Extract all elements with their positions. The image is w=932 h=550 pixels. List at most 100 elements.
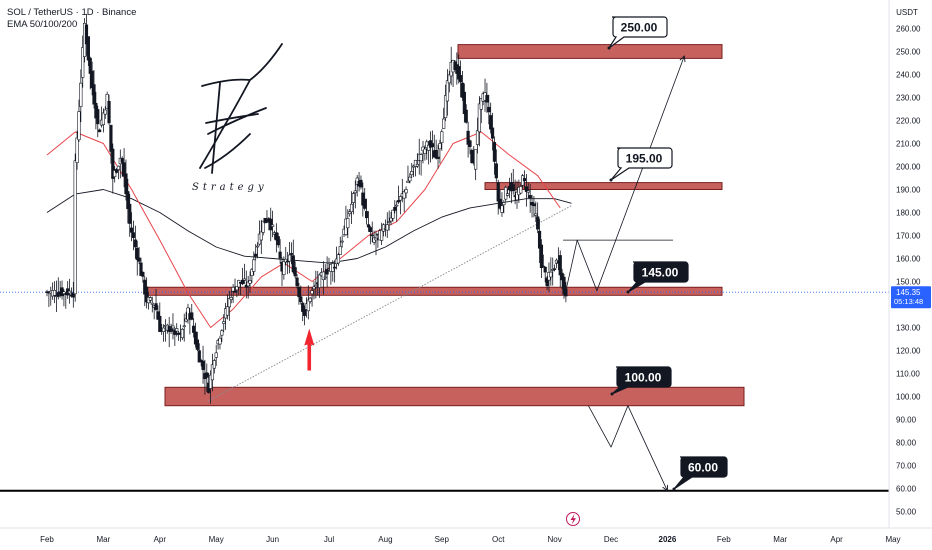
candle[interactable] <box>477 96 482 147</box>
candle[interactable] <box>269 207 273 242</box>
candle[interactable] <box>391 209 395 222</box>
candle[interactable] <box>218 335 222 350</box>
candle[interactable] <box>141 271 145 283</box>
candle[interactable] <box>500 192 504 217</box>
candle[interactable] <box>150 296 154 313</box>
candle[interactable] <box>440 129 444 151</box>
candle[interactable] <box>519 183 523 194</box>
candle[interactable] <box>423 145 427 161</box>
candle[interactable] <box>364 198 369 225</box>
candle[interactable] <box>492 136 497 175</box>
candle[interactable] <box>126 178 130 224</box>
candle[interactable] <box>197 343 201 363</box>
candle[interactable] <box>114 168 119 174</box>
candle[interactable] <box>158 302 162 333</box>
candle[interactable] <box>250 267 254 283</box>
time-axis[interactable]: Feb Mar Apr May Jun Jul Aug Sep Oct Nov Dec 2026 Feb… <box>0 527 932 544</box>
candle[interactable] <box>306 285 310 320</box>
candle[interactable] <box>107 94 111 125</box>
candle[interactable] <box>175 323 179 337</box>
candle[interactable] <box>137 246 141 265</box>
zone-250.00[interactable] <box>457 44 723 59</box>
candle[interactable] <box>90 61 94 96</box>
lightning-event-icon[interactable] <box>566 512 580 526</box>
candle[interactable] <box>425 139 429 160</box>
candle[interactable] <box>562 274 566 299</box>
candle[interactable] <box>212 358 216 374</box>
candle[interactable] <box>190 303 194 321</box>
candle[interactable] <box>479 98 483 124</box>
candle[interactable] <box>286 251 290 275</box>
candle[interactable] <box>131 220 136 251</box>
candle[interactable] <box>287 241 292 274</box>
candle[interactable] <box>526 183 530 199</box>
candle[interactable] <box>323 264 327 280</box>
candle[interactable] <box>52 281 57 304</box>
candle[interactable] <box>359 175 363 190</box>
candle[interactable] <box>528 183 532 213</box>
candle[interactable] <box>135 240 139 276</box>
candle[interactable] <box>457 54 461 84</box>
candle[interactable] <box>353 180 357 209</box>
candle[interactable] <box>413 159 418 177</box>
candle[interactable] <box>248 271 252 293</box>
candle[interactable] <box>468 139 472 155</box>
candle[interactable] <box>128 193 132 237</box>
candle[interactable] <box>75 130 79 170</box>
candle[interactable] <box>233 278 237 294</box>
candle[interactable] <box>398 195 403 215</box>
candle[interactable] <box>511 168 515 195</box>
candle[interactable] <box>101 108 105 133</box>
candle[interactable] <box>116 165 121 180</box>
candle[interactable] <box>470 148 474 164</box>
candle[interactable] <box>62 289 66 307</box>
candle[interactable] <box>270 210 275 238</box>
candle[interactable] <box>438 139 442 164</box>
candle[interactable] <box>278 239 282 264</box>
candle[interactable] <box>254 244 258 261</box>
candle[interactable] <box>208 370 213 404</box>
candle[interactable] <box>192 318 196 338</box>
candle[interactable] <box>543 266 547 283</box>
ema-indicator-label[interactable]: EMA 50/100/200 <box>7 19 78 30</box>
candle[interactable] <box>210 353 215 392</box>
candle[interactable] <box>340 235 344 248</box>
candle[interactable] <box>321 261 325 295</box>
candle[interactable] <box>464 104 468 124</box>
candle[interactable] <box>222 314 226 332</box>
candle[interactable] <box>524 173 528 207</box>
candle[interactable] <box>410 163 414 178</box>
candle[interactable] <box>395 200 399 222</box>
candle[interactable] <box>225 294 230 320</box>
candle[interactable] <box>205 363 209 393</box>
candle[interactable] <box>402 189 406 213</box>
candle[interactable] <box>515 180 519 209</box>
candle[interactable] <box>201 345 205 384</box>
candle[interactable] <box>81 35 85 88</box>
candle[interactable] <box>537 218 542 264</box>
candle[interactable] <box>415 153 419 169</box>
candle[interactable] <box>489 102 493 134</box>
candle[interactable] <box>558 250 562 288</box>
candle[interactable] <box>317 273 322 298</box>
candle[interactable] <box>541 254 545 268</box>
candle[interactable] <box>103 106 107 119</box>
candle[interactable] <box>235 286 239 298</box>
candle[interactable] <box>284 246 288 266</box>
price-callout-250.00[interactable]: 250.00 <box>607 16 668 50</box>
candle[interactable] <box>443 84 448 122</box>
candle[interactable] <box>333 260 337 283</box>
candle[interactable] <box>363 187 367 211</box>
candle[interactable] <box>71 282 75 308</box>
candle[interactable] <box>346 209 350 239</box>
candle[interactable] <box>490 112 495 151</box>
candle[interactable] <box>338 236 342 255</box>
candle[interactable] <box>393 200 397 214</box>
candle[interactable] <box>84 13 89 56</box>
candle[interactable] <box>522 170 527 190</box>
candle[interactable] <box>139 257 143 276</box>
candle[interactable] <box>310 287 314 307</box>
candle[interactable] <box>447 70 451 93</box>
candle[interactable] <box>496 179 500 215</box>
